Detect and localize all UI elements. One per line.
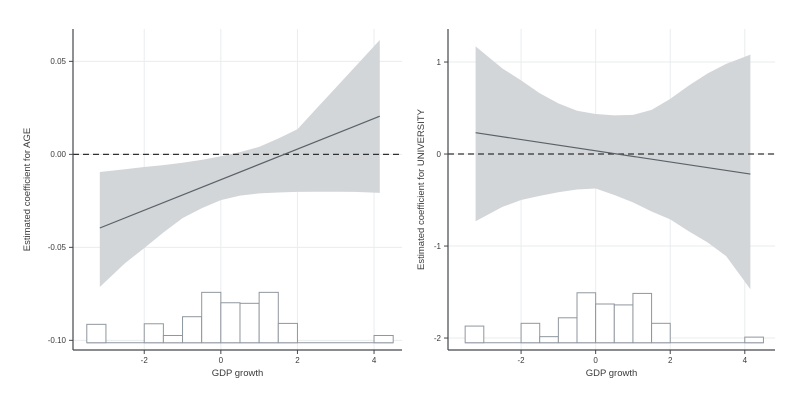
histogram-bar (201, 291, 222, 344)
x-axis-label: GDP growth (586, 368, 638, 379)
x-tick-label: 4 (743, 356, 748, 365)
y-tick-label: -0.10 (48, 336, 67, 345)
histogram-bar (539, 336, 559, 344)
histogram-bar (277, 322, 298, 344)
x-axis-label: GDP growth (212, 368, 264, 379)
x-tick-label: 2 (295, 356, 300, 365)
histogram-bar (86, 323, 107, 344)
x-tick-label: 2 (668, 356, 673, 365)
y-axis-label: Estimated coefficient for AGE (22, 128, 33, 251)
histogram-bar (613, 304, 634, 344)
histogram-bar (520, 322, 541, 344)
histogram-bar (258, 291, 279, 344)
histogram-bar (595, 303, 615, 344)
histogram-bar (651, 322, 671, 344)
histogram-bar (220, 302, 241, 344)
y-tick-label: -1 (434, 242, 442, 251)
x-tick-label: 0 (593, 356, 598, 365)
histogram-bar (557, 317, 578, 344)
y-axis-label: Estimated coefficient for UNIVERSITY (416, 108, 427, 270)
x-tick-label: 0 (219, 356, 224, 365)
histogram-bar (464, 325, 485, 344)
marginal-effect-line (475, 132, 751, 175)
panel-age: 0.05 0.00 -0.05 -0.10 -2 0 2 4 GDP growth Estimat… (22, 29, 402, 379)
x-tick-label: -2 (518, 356, 526, 365)
y-tick-label: 1 (437, 58, 442, 67)
histogram-bar (162, 334, 184, 344)
histogram-bar (744, 336, 764, 344)
x-tick-label: 4 (372, 356, 377, 365)
marginal-effect-line (99, 115, 381, 229)
panel-university: 1 0 -1 -2 -2 0 2 4 GDP growth Estimated coefficie… (416, 29, 775, 379)
confidence-band (99, 39, 380, 287)
histogram-bar (632, 292, 653, 344)
y-tick-label: -2 (434, 334, 442, 343)
confidence-band (475, 46, 751, 290)
histogram-bar (239, 302, 260, 344)
y-tick-label: -0.05 (48, 243, 67, 252)
y-tick-label: 0.05 (50, 57, 66, 66)
histogram-bar (373, 334, 394, 344)
x-tick-label: -2 (141, 356, 149, 365)
histogram-bar (576, 292, 597, 344)
y-tick-label: 0 (437, 150, 442, 159)
histogram-bar (182, 316, 203, 344)
histogram-bar (143, 323, 164, 344)
y-tick-label: 0.00 (50, 150, 66, 159)
